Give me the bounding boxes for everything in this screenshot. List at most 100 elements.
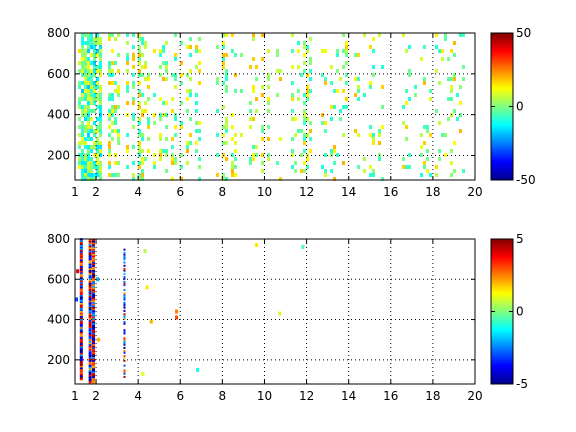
top-heatmap-cell xyxy=(423,81,426,85)
bottom-streak-cell xyxy=(92,343,96,346)
x-tick-label: 1 xyxy=(71,185,79,199)
top-heatmap-cell xyxy=(426,169,429,173)
top-heatmap-cell xyxy=(87,149,90,153)
bottom-isolated-cell xyxy=(96,277,100,282)
top-heatmap-cell xyxy=(333,161,336,165)
bottom-streak-cell xyxy=(88,290,92,293)
bottom-y-axis: 200 400 600 800 xyxy=(47,232,475,367)
top-heatmap-cell xyxy=(294,133,297,137)
bottom-isolated-cell xyxy=(143,249,147,254)
x-tick-label: 8 xyxy=(219,389,227,403)
top-heatmap-cell xyxy=(435,69,438,73)
bottom-streak-cell xyxy=(123,355,126,357)
bottom-streak-cell xyxy=(92,367,96,370)
bottom-streak-cell xyxy=(79,312,83,315)
top-heatmap-cell xyxy=(84,153,87,157)
top-heatmap-cell xyxy=(330,117,333,121)
top-heatmap-cell xyxy=(300,129,303,133)
bottom-streak-cell xyxy=(79,294,83,297)
top-heatmap-cell xyxy=(165,137,168,141)
top-heatmap-cell xyxy=(81,129,84,133)
bottom-streak-cell xyxy=(92,361,96,364)
top-heatmap-cell xyxy=(252,85,255,89)
bottom-streak-cell xyxy=(79,297,83,300)
bottom-streak-cell xyxy=(92,303,96,306)
bottom-streak-cell xyxy=(92,377,96,380)
top-heatmap-cell xyxy=(459,101,462,105)
top-heatmap-cell xyxy=(108,113,111,117)
bottom-isolated-cell xyxy=(141,371,145,376)
top-heatmap-cell xyxy=(126,149,129,153)
top-heatmap-cell xyxy=(126,145,129,149)
bottom-streak-cell xyxy=(79,267,83,270)
bottom-streak-cell xyxy=(88,247,92,250)
bottom-streak-cell xyxy=(92,284,96,287)
top-heatmap-cell xyxy=(357,165,360,169)
top-heatmap-cell xyxy=(450,149,453,153)
top-heatmap-cell xyxy=(84,53,87,57)
top-heatmap-cell xyxy=(141,157,144,161)
top-heatmap-cell xyxy=(90,129,93,133)
top-heatmap-cell xyxy=(195,101,198,105)
top-heatmap-cell xyxy=(444,153,447,157)
x-tick-label: 16 xyxy=(383,389,398,403)
top-heatmap-cell xyxy=(84,125,87,129)
bottom-streak-cell xyxy=(88,377,92,380)
bottom-streak-cell xyxy=(88,301,92,304)
top-heatmap-cell xyxy=(363,93,366,97)
top-heatmap-cell xyxy=(435,165,438,169)
top-heatmap-cell xyxy=(78,165,81,169)
bottom-streak-cell xyxy=(88,374,92,377)
top-heatmap-cell xyxy=(303,141,306,145)
top-heatmap-cell xyxy=(84,117,87,121)
top-heatmap-cell xyxy=(114,61,117,65)
top-heatmap-cell xyxy=(333,105,336,109)
top-heatmap-cell xyxy=(423,161,426,165)
top-heatmap-cell xyxy=(96,173,99,177)
bottom-streak-cell xyxy=(88,285,92,288)
top-heatmap-cell xyxy=(324,77,327,81)
bottom-streak-cell xyxy=(123,251,126,254)
top-heatmap-cell xyxy=(186,45,189,49)
top-heatmap-cell xyxy=(372,137,375,141)
top-heatmap-cell xyxy=(78,49,81,53)
top-heatmap-cell xyxy=(138,129,141,133)
bottom-streak-cell xyxy=(88,287,92,290)
top-heatmap-cell xyxy=(111,69,114,73)
top-heatmap-cell xyxy=(147,137,150,141)
top-heatmap-cell xyxy=(291,49,294,53)
bottom-streak-cell xyxy=(92,287,96,290)
top-heatmap-cell xyxy=(141,73,144,77)
top-heatmap-cell xyxy=(99,165,102,169)
top-heatmap-cell xyxy=(261,57,264,61)
top-heatmap-cell xyxy=(81,173,84,177)
top-heatmap-cell xyxy=(354,53,357,57)
top-heatmap-cell xyxy=(198,49,201,53)
top-heatmap-cell xyxy=(90,149,93,153)
top-heatmap-cell xyxy=(132,101,135,105)
top-heatmap-cell xyxy=(198,37,201,41)
bottom-streak-cell xyxy=(92,255,96,258)
top-heatmap-cell xyxy=(186,73,189,77)
top-heatmap-cell xyxy=(117,105,120,109)
top-heatmap-cell xyxy=(138,177,141,181)
top-heatmap-cell xyxy=(405,165,408,169)
colorbar-tick-label: -5 xyxy=(516,377,528,391)
bottom-streak-cell xyxy=(88,250,92,253)
bottom-streak-cell xyxy=(92,266,96,269)
bottom-streak-cell xyxy=(123,298,126,301)
top-heatmap-cell xyxy=(93,145,96,149)
top-heatmap-cell xyxy=(132,65,135,69)
bottom-streak-cell xyxy=(79,363,83,366)
bottom-streak-cell xyxy=(92,316,96,319)
top-heatmap-cell xyxy=(87,85,90,89)
bottom-streak-cell xyxy=(88,277,92,280)
bottom-streak-cell xyxy=(79,252,83,255)
x-tick-label: 10 xyxy=(257,185,272,199)
bottom-streak-cell xyxy=(79,310,83,313)
top-heatmap-cell xyxy=(138,101,141,105)
top-heatmap-cell xyxy=(225,117,228,121)
bottom-streak-cell xyxy=(92,276,96,279)
bottom-streak-cell xyxy=(79,309,83,312)
bottom-streak-cell xyxy=(123,303,126,306)
